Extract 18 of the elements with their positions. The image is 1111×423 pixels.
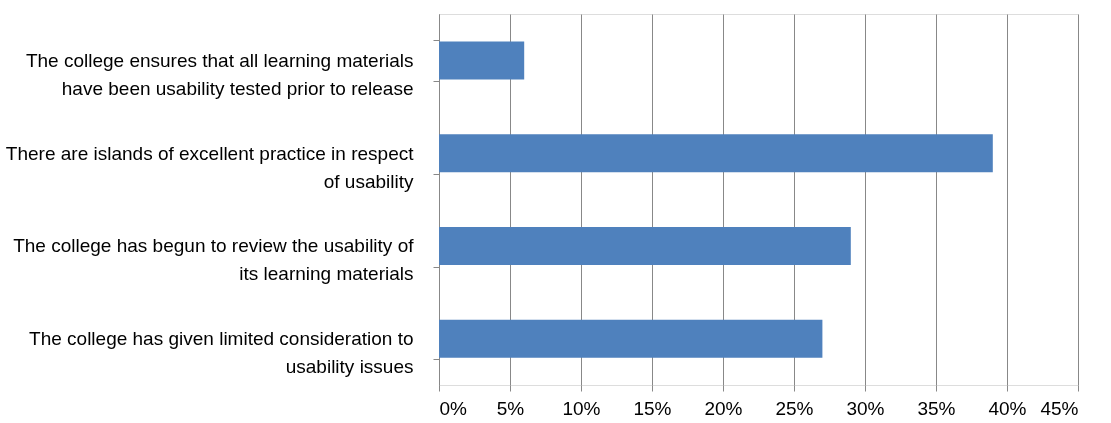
x-tick-label: 30% xyxy=(846,397,885,419)
y-tick-label: The college has given limited consideration to usability issues xyxy=(29,328,414,378)
x-tick-label: 15% xyxy=(633,397,672,419)
bar xyxy=(439,319,823,358)
x-tick-label: 35% xyxy=(917,397,956,419)
x-tick-label: 40% xyxy=(988,397,1027,419)
x-tick-label: 20% xyxy=(704,397,743,419)
bar xyxy=(439,41,525,80)
x-tick-label: 0% xyxy=(439,397,468,419)
y-tick-label: The college has begun to review the usability of its learning materials xyxy=(13,235,415,285)
y-tick-label: There are islands of excellent practice in respect of usability xyxy=(5,142,415,192)
bar xyxy=(439,134,993,173)
x-tick-label: 45% xyxy=(1040,397,1079,419)
x-tick-label: 5% xyxy=(496,397,525,419)
bar xyxy=(439,226,851,265)
x-tick-label: 25% xyxy=(775,397,814,419)
x-tick-label: 10% xyxy=(562,397,601,419)
y-tick-label: The college ensures that all learning materials have been usability tested prior to release xyxy=(25,49,414,99)
